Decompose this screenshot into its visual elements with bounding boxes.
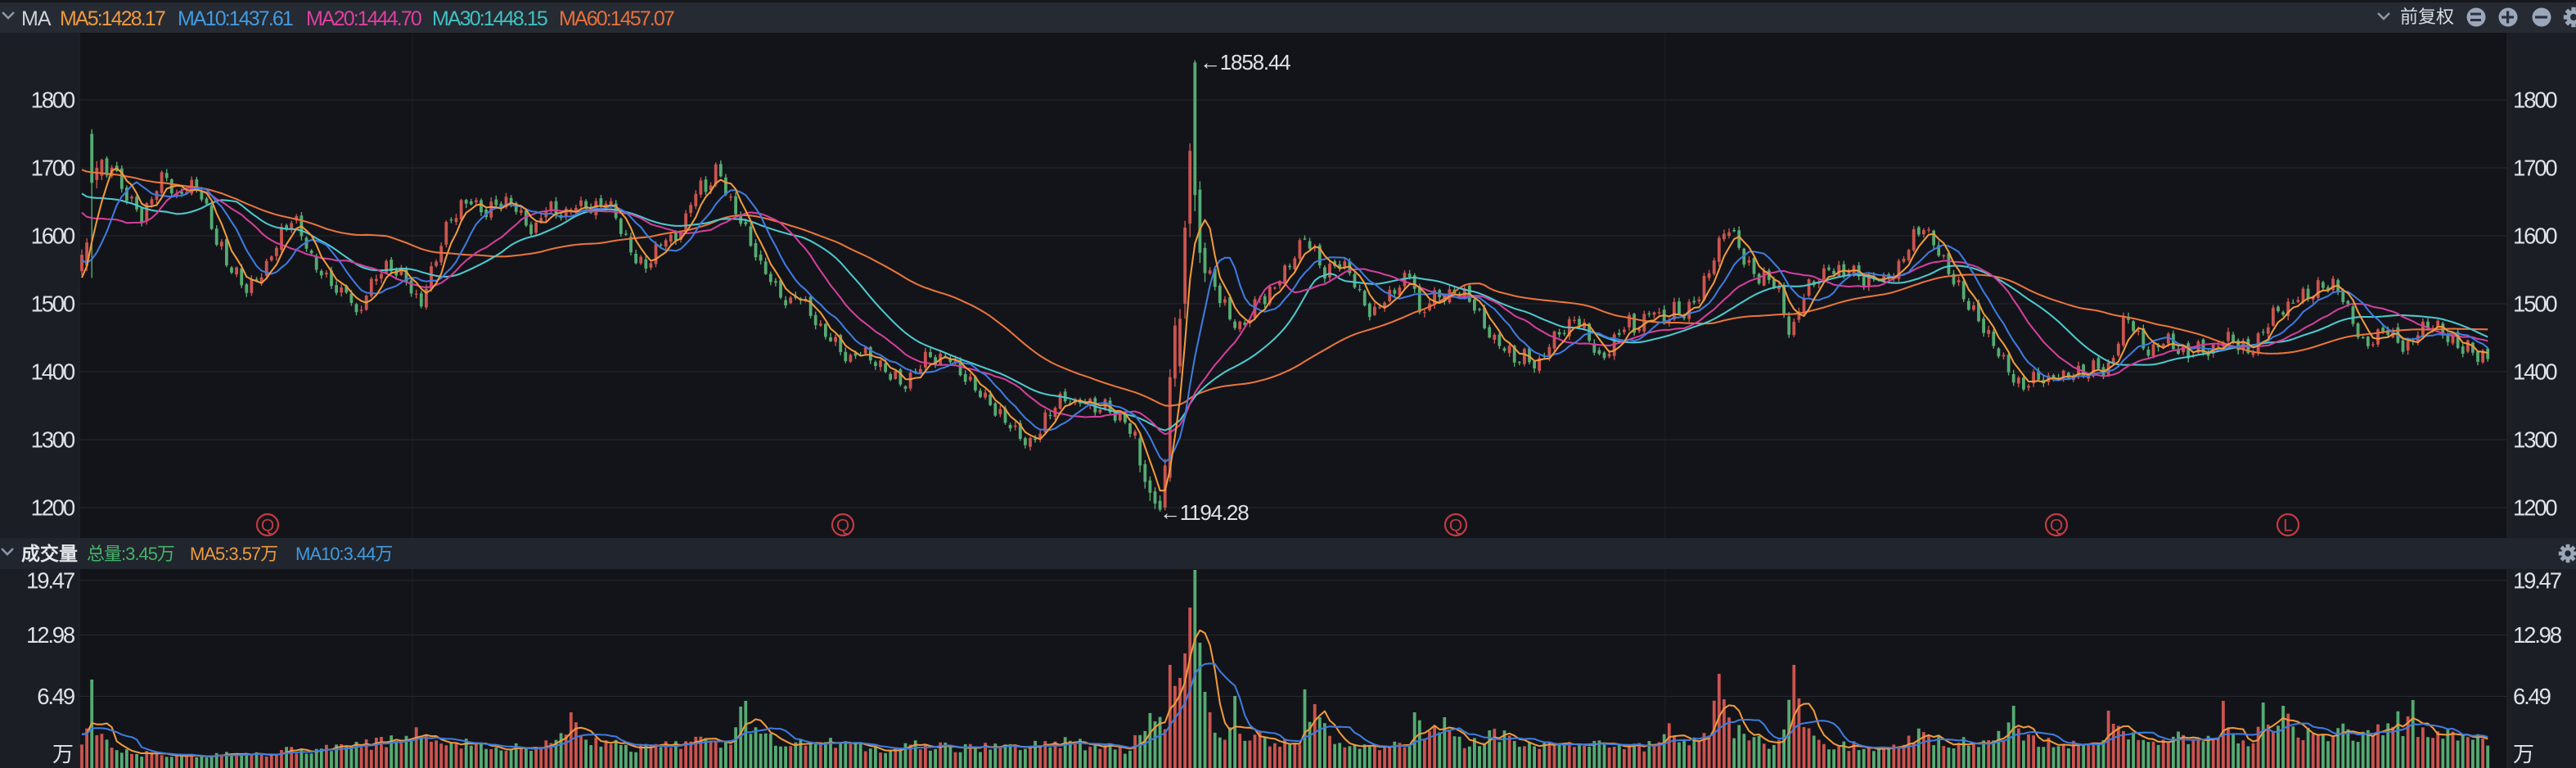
svg-text:MA10:1437.61: MA10:1437.61 <box>178 7 293 30</box>
svg-text:总量:3.45万: 总量:3.45万 <box>87 544 174 564</box>
svg-text:1800: 1800 <box>31 88 75 113</box>
svg-text:万: 万 <box>52 742 74 766</box>
svg-text:1300: 1300 <box>2513 427 2557 453</box>
svg-text:1600: 1600 <box>2513 224 2557 249</box>
svg-text:MA30:1448.15: MA30:1448.15 <box>432 7 547 30</box>
svg-text:←1858.44: ←1858.44 <box>1200 50 1290 75</box>
svg-text:6.49: 6.49 <box>2513 684 2551 709</box>
svg-text:1500: 1500 <box>31 291 75 317</box>
svg-text:1400: 1400 <box>31 359 75 385</box>
svg-text:Q: Q <box>836 517 849 535</box>
svg-text:19.47: 19.47 <box>2513 568 2561 594</box>
svg-text:1600: 1600 <box>31 224 75 249</box>
svg-text:Q: Q <box>1449 517 1462 535</box>
svg-text:12.98: 12.98 <box>26 622 75 648</box>
svg-text:1400: 1400 <box>2513 359 2557 385</box>
svg-text:1500: 1500 <box>2513 291 2557 317</box>
svg-text:前复权: 前复权 <box>2400 7 2454 27</box>
svg-text:12.98: 12.98 <box>2513 622 2562 648</box>
svg-text:1800: 1800 <box>2513 88 2557 113</box>
svg-text:万: 万 <box>2513 742 2534 766</box>
svg-text:19.47: 19.47 <box>26 568 74 594</box>
svg-text:1200: 1200 <box>31 495 75 521</box>
svg-text:MA10:3.44万: MA10:3.44万 <box>295 544 392 564</box>
svg-text:MA60:1457.07: MA60:1457.07 <box>559 7 674 30</box>
svg-text:1700: 1700 <box>31 156 75 181</box>
svg-text:1300: 1300 <box>31 427 75 453</box>
svg-text:MA5:1428.17: MA5:1428.17 <box>60 7 165 30</box>
svg-text:MA: MA <box>21 7 52 30</box>
svg-text:L: L <box>2283 517 2293 535</box>
svg-text:←1194.28: ←1194.28 <box>1160 500 1249 525</box>
svg-text:Q: Q <box>2050 517 2063 535</box>
svg-text:MA5:3.57万: MA5:3.57万 <box>190 544 277 564</box>
svg-text:1700: 1700 <box>2513 156 2557 181</box>
svg-text:1200: 1200 <box>2513 495 2557 521</box>
svg-text:成交量: 成交量 <box>21 543 78 564</box>
svg-text:MA20:1444.70: MA20:1444.70 <box>306 7 421 30</box>
svg-text:6.49: 6.49 <box>37 684 74 709</box>
svg-text:Q: Q <box>261 517 274 535</box>
